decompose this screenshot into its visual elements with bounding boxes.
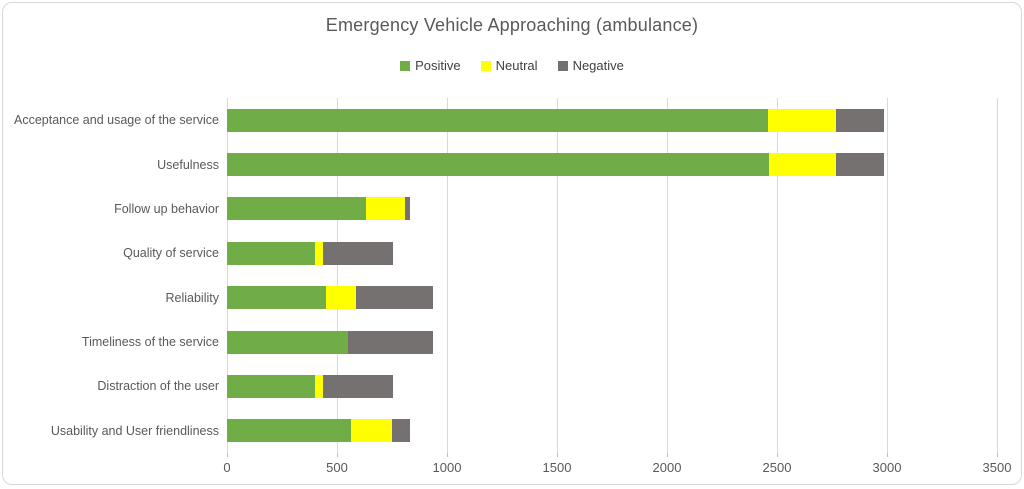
bar-segment-neutral xyxy=(365,197,406,221)
bar-segment-neutral xyxy=(768,108,837,132)
gridline xyxy=(667,98,668,453)
axis-tick xyxy=(887,453,888,457)
x-tick-label: 2000 xyxy=(652,460,682,475)
gridline xyxy=(337,98,338,453)
bar-row xyxy=(227,374,394,398)
bar-row xyxy=(227,330,433,354)
legend-label-negative: Negative xyxy=(572,58,624,73)
bar-segment-neutral xyxy=(351,419,392,443)
x-tick-label: 3500 xyxy=(982,460,1012,475)
category-label: Reliability xyxy=(165,290,220,305)
category-label: Quality of service xyxy=(123,246,219,261)
bar-segment-negative xyxy=(348,330,433,354)
legend-item-positive: Positive xyxy=(400,58,461,73)
gridline xyxy=(227,98,228,453)
category-label: Usability and User friendliness xyxy=(50,423,219,438)
axis-tick xyxy=(447,453,448,457)
bar-segment-negative xyxy=(391,419,410,443)
chart-legend: Positive Neutral Negative xyxy=(3,58,1021,73)
bar-segment-positive xyxy=(227,197,366,221)
category-label: Usefulness xyxy=(157,157,219,172)
x-tick-label: 0 xyxy=(223,460,231,475)
category-label: Follow up behavior xyxy=(114,201,219,216)
axis-tick xyxy=(997,453,998,457)
legend-swatch-negative xyxy=(557,60,568,71)
plot-area xyxy=(227,98,998,457)
gridline xyxy=(887,98,888,453)
bar-segment-negative xyxy=(836,108,884,132)
bar-row xyxy=(227,286,433,310)
bar-segment-neutral xyxy=(326,286,356,310)
bar-segment-neutral xyxy=(769,153,837,177)
axis-tick xyxy=(337,453,338,457)
bar-segment-neutral xyxy=(315,241,323,265)
bar-row xyxy=(227,241,394,265)
bar-segment-positive xyxy=(227,153,770,177)
axis-tick xyxy=(667,453,668,457)
gridline xyxy=(447,98,448,453)
value-axis-labels: 0 500 1000 1500 2000 2500 3000 3500 xyxy=(223,460,1011,476)
bar-segment-positive xyxy=(227,286,326,310)
bar-row xyxy=(227,197,410,221)
legend-item-negative: Negative xyxy=(557,58,624,73)
gridline xyxy=(997,98,998,453)
axis-tick xyxy=(557,453,558,457)
legend-item-neutral: Neutral xyxy=(480,58,538,73)
bar-segment-positive xyxy=(227,241,315,265)
axis-tick xyxy=(227,453,228,457)
axis-tick xyxy=(777,453,778,457)
x-tick-label: 2500 xyxy=(762,460,792,475)
bar-segment-positive xyxy=(227,330,348,354)
legend-swatch-positive xyxy=(400,60,411,71)
legend-label-positive: Positive xyxy=(415,58,461,73)
bar-segment-negative xyxy=(322,241,394,265)
bar-segment-neutral xyxy=(315,374,323,398)
bar-segment-negative xyxy=(322,374,394,398)
category-label: Timeliness of the service xyxy=(81,335,219,350)
bar-segment-negative xyxy=(836,153,884,177)
category-label: Acceptance and usage of the service xyxy=(14,113,219,128)
category-label: Distraction of the user xyxy=(97,379,219,394)
gridline xyxy=(557,98,558,453)
chart-title: Emergency Vehicle Approaching (ambulance… xyxy=(325,15,699,35)
bar-row xyxy=(227,108,884,132)
legend-label-neutral: Neutral xyxy=(495,58,538,73)
x-tick-label: 1500 xyxy=(542,460,572,475)
x-tick-label: 3000 xyxy=(872,460,902,475)
legend-swatch-neutral xyxy=(480,60,491,71)
bar-segment-negative xyxy=(355,286,433,310)
bar-row xyxy=(227,153,884,177)
bar-segment-negative xyxy=(405,197,410,221)
bar-row xyxy=(227,419,410,443)
x-tick-label: 500 xyxy=(326,460,348,475)
bar-segment-positive xyxy=(227,108,769,132)
category-axis-labels: Acceptance and usage of the service Usefu… xyxy=(3,98,219,453)
gridline xyxy=(777,98,778,453)
x-tick-label: 1000 xyxy=(432,460,462,475)
bar-segment-positive xyxy=(227,419,352,443)
bar-segment-positive xyxy=(227,374,315,398)
